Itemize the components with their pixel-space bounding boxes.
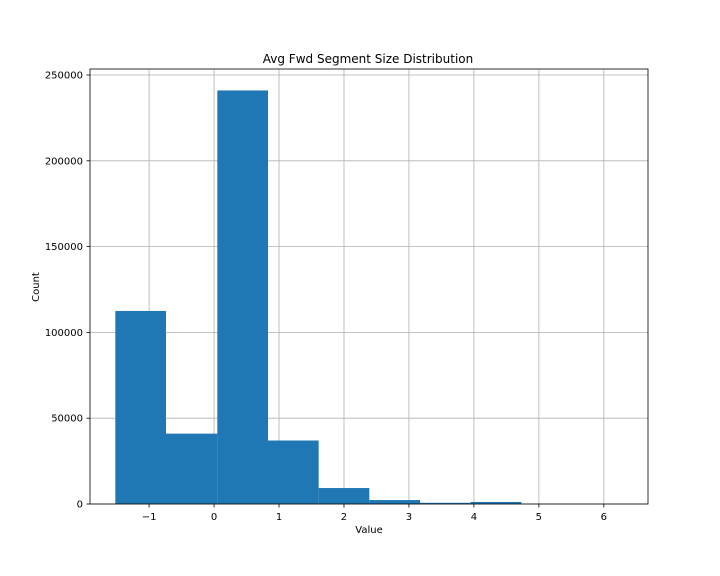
x-axis-label: Value <box>355 525 382 536</box>
x-tick-label: 3 <box>406 512 412 523</box>
x-tick-label: −1 <box>142 512 157 523</box>
histogram-bar <box>217 90 268 504</box>
y-tick-label: 100000 <box>45 328 83 339</box>
histogram-bar <box>115 310 167 504</box>
histogram-bar <box>470 501 522 504</box>
histogram-bar <box>267 440 319 504</box>
grid-lines <box>90 69 648 505</box>
histogram-bar <box>419 502 471 504</box>
y-tick-label: 150000 <box>45 242 83 253</box>
y-axis-ticks: 0 50000 100000 150000 200000 250000 <box>45 71 90 511</box>
y-tick-label: 200000 <box>45 156 83 167</box>
y-tick-label: 0 <box>77 500 83 511</box>
histogram-bar <box>369 500 420 504</box>
x-axis-ticks: −1 0 1 2 3 4 5 6 <box>142 504 607 523</box>
histogram-bar <box>166 433 218 504</box>
y-tick-label: 250000 <box>45 71 83 82</box>
x-tick-label: 1 <box>276 512 282 523</box>
x-tick-label: 4 <box>471 512 477 523</box>
bars <box>115 90 623 504</box>
y-tick-label: 50000 <box>51 414 83 425</box>
plot-frame <box>89 68 649 505</box>
x-tick-label: 5 <box>536 512 542 523</box>
y-axis-label: Count <box>31 272 42 302</box>
x-tick-label: 6 <box>601 512 607 523</box>
chart-title: Avg Fwd Segment Size Distribution <box>263 52 473 66</box>
x-tick-label: 0 <box>211 512 217 523</box>
x-tick-label: 2 <box>341 512 347 523</box>
histogram-bar <box>318 488 370 504</box>
